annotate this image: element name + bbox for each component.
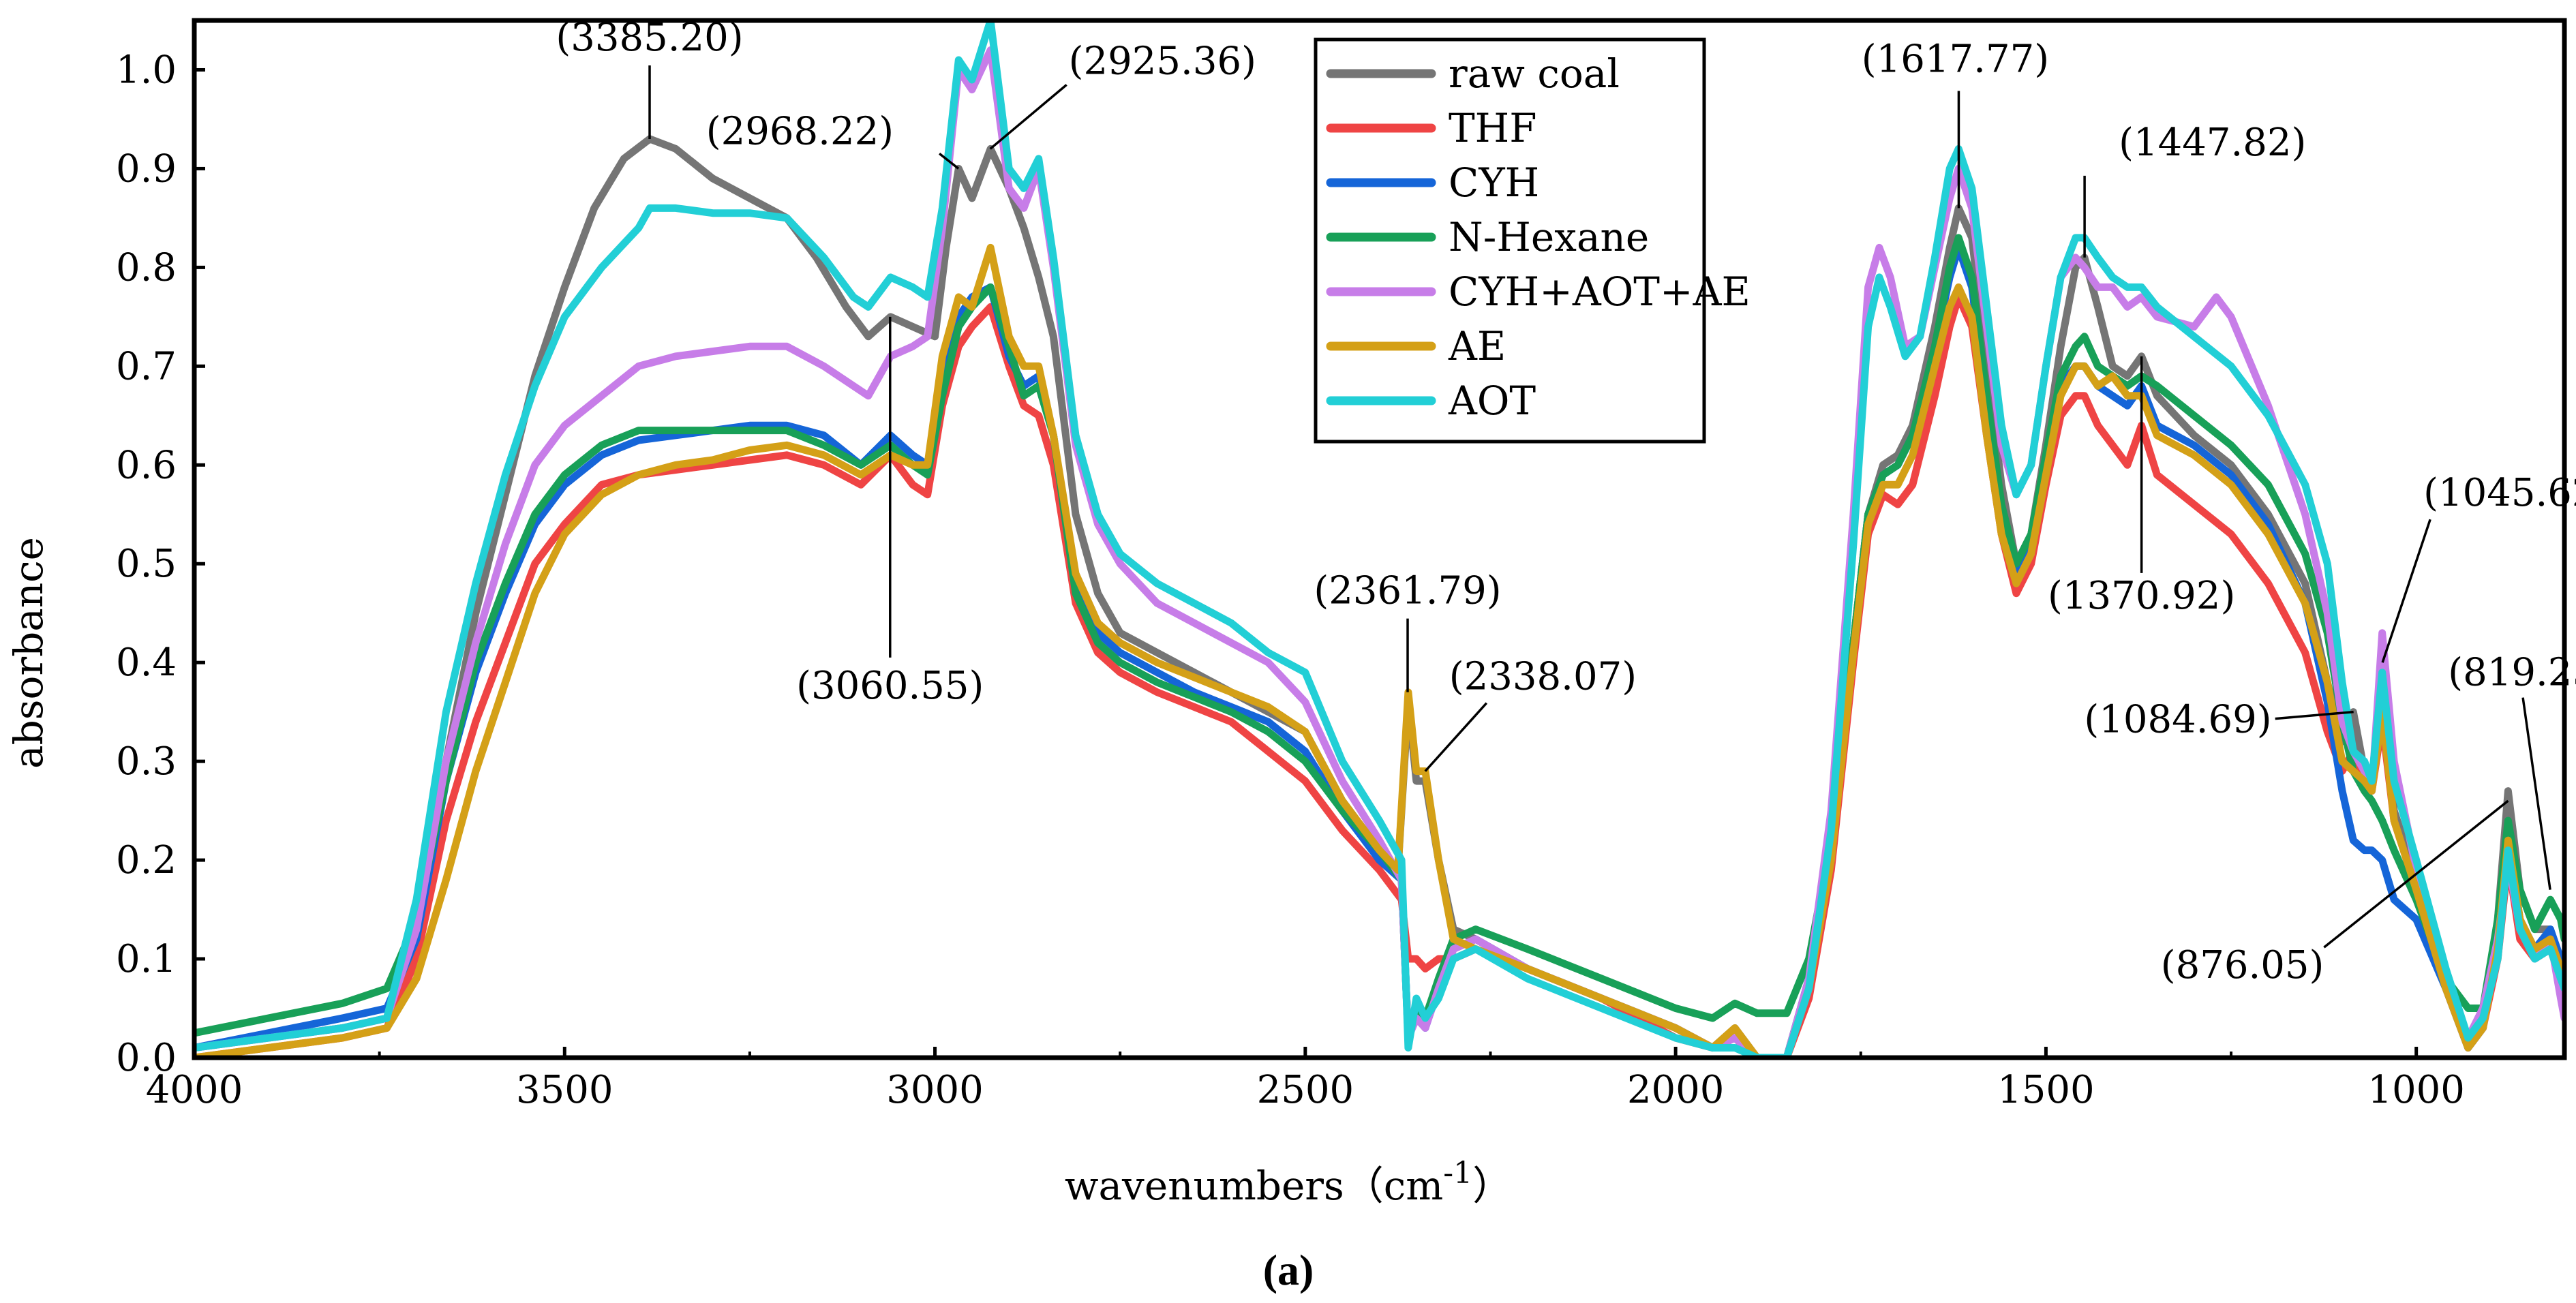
legend: raw coal THF CYH N-Hexane CYH+AOT+AE AE AOT [1314,37,1751,444]
x-axis-title-close: ） [1472,1163,1512,1209]
series-layer [194,20,2564,1058]
peak-annotation: (819.25) [2448,651,2576,695]
annotation-layer: (3385.20) (2968.22) (2925.36) (3060.55) (236… [556,16,2576,987]
y-tick-label: 0.7 [116,344,177,388]
peak-annotation: (876.05) [2161,943,2324,987]
peak-annotation: (1045.62) [2423,471,2576,515]
y-tick-label: 0.1 [116,937,177,981]
peak-annotation: (2361.79) [1314,569,1501,613]
legend-label-n-hexane: N-Hexane [1449,214,1649,260]
annotation-leader [1424,702,1488,772]
x-axis-title: wavenumbers（cm-1） [1065,1156,1512,1209]
x-axis-title-superscript: -1 [1443,1156,1472,1191]
legend-label-cyh: CYH [1449,159,1539,206]
annotation-leader [2275,710,2354,720]
y-tick-label: 0.3 [116,739,177,784]
plot-frame [192,18,2567,1060]
x-tick-label: 1000 [2367,1068,2465,1112]
y-tick-label: 0.2 [116,838,177,883]
peak-annotation: (2925.36) [1069,39,1256,83]
x-tick-label: 1500 [1997,1068,2095,1112]
legend-label-cyh-aot-ae: CYH+AOT+AE [1449,269,1751,315]
y-tick-label: 0.6 [116,443,177,487]
legend-label-thf: THF [1449,105,1537,151]
peak-annotation: (1447.82) [2119,121,2306,165]
peak-annotation: (1084.69) [2084,698,2271,742]
x-tick-label: 2500 [1257,1068,1354,1112]
peak-annotation: (3385.20) [556,16,743,60]
peak-annotation: (2338.07) [1449,655,1637,699]
peak-annotation: (1370.92) [2048,574,2235,618]
y-tick-label: 1.0 [116,48,177,92]
axis-layer: 4000 3500 3000 2500 2000 1500 1000 0.0 0.1 0.2 0.3… [116,48,2465,1112]
y-tick-label: 0.8 [116,245,177,290]
x-tick-label: 4000 [146,1068,243,1112]
y-axis-title: absorbance [5,537,52,769]
legend-label-aot: AOT [1448,378,1536,424]
annotation-leader [2521,697,2551,890]
annotation-leader [939,153,960,170]
peak-annotation: (1617.77) [1862,37,2049,81]
peak-annotation: (2968.22) [706,109,894,153]
panel-label: (a) [1263,1246,1314,1294]
legend-label-raw-coal: raw coal [1449,50,1620,97]
y-tick-label: 0.4 [116,641,177,685]
y-tick-label: 0.5 [116,542,177,586]
series-line-aot [194,20,2564,1058]
legend-label-ae: AE [1448,323,1506,369]
annotation-leader [2323,799,2509,949]
x-tick-label: 3000 [886,1068,984,1112]
y-tick-label: 0.0 [116,1036,177,1080]
x-axis-title-text: wavenumbers（cm [1065,1163,1443,1209]
annotation-leader [2381,519,2431,663]
annotation-leader [989,84,1067,150]
x-tick-label: 2000 [1627,1068,1725,1112]
peak-annotation: (3060.55) [796,664,984,708]
y-tick-label: 0.9 [116,147,177,191]
x-tick-label: 3500 [516,1068,613,1112]
